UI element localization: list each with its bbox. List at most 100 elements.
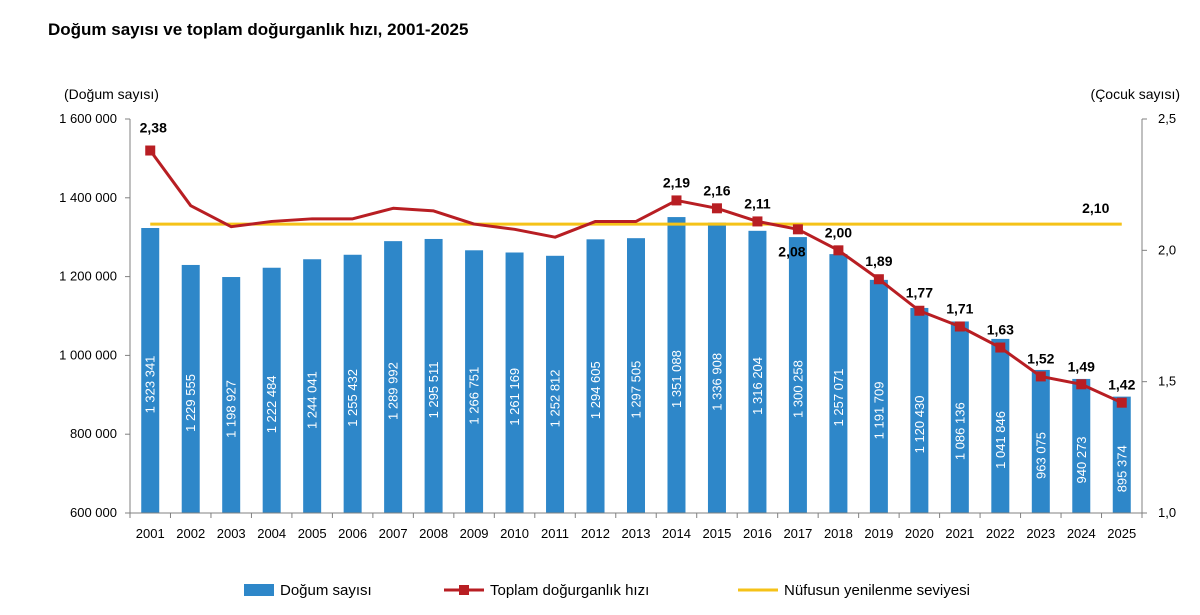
bar-value-label: 895 374 (1114, 445, 1129, 492)
tfr-marker-2020 (914, 305, 925, 316)
bar-2008 (424, 238, 443, 513)
bar-value-label: 1 297 505 (629, 361, 644, 419)
bar-value-label: 1 257 071 (831, 369, 846, 427)
bar-2021 (950, 321, 969, 513)
bar-value-label: 1 300 258 (790, 360, 805, 418)
bar-value-label: 1 323 341 (143, 356, 158, 414)
tfr-marker-2017 (792, 224, 803, 235)
tfr-value-label: 1,63 (987, 322, 1014, 338)
tfr-value-label: 2,19 (663, 174, 690, 190)
bar-value-label: 1 261 169 (507, 368, 522, 426)
x-tick-label: 2005 (298, 526, 327, 541)
x-tick-label: 2015 (702, 526, 731, 541)
y-right-axis-label: (Çocuk sayısı) (1091, 86, 1180, 102)
bar-value-label: 1 351 088 (669, 350, 684, 408)
tfr-marker-2015 (711, 203, 722, 214)
tfr-value-label: 1,42 (1108, 377, 1135, 393)
tfr-value-label: 2,11 (744, 195, 771, 211)
x-tick-label: 2001 (136, 526, 165, 541)
y-right-tick-label: 1,0 (1158, 505, 1176, 520)
legend: Doğum sayısı Toplam doğurganlık hızı Nüfus… (244, 582, 970, 599)
x-tick-label: 2022 (986, 526, 1015, 541)
bar-2016 (748, 230, 767, 514)
x-tick-label: 2004 (257, 526, 286, 541)
bar-value-label: 1 289 992 (386, 362, 401, 420)
bar-value-label: 1 255 432 (345, 369, 360, 427)
y-left-tick-label: 1 000 000 (59, 347, 117, 362)
tfr-marker-2024 (1076, 379, 1087, 390)
bar-value-label: 1 222 484 (264, 375, 279, 433)
y-right-tick-label: 2,0 (1158, 242, 1176, 257)
bar-2007 (384, 241, 403, 513)
x-tick-label: 2009 (460, 526, 489, 541)
bar-value-label: 1 244 041 (305, 371, 320, 429)
y-right-tick-label: 2,5 (1158, 111, 1176, 126)
y-left-tick-label: 800 000 (70, 426, 117, 441)
x-tick-label: 2016 (743, 526, 772, 541)
bar-2025 (1112, 396, 1131, 513)
bar-2009 (465, 250, 484, 513)
bar-2023 (1031, 369, 1050, 513)
y-left-tick-label: 1 600 000 (59, 111, 117, 126)
bars-group: 1 323 341 1 229 555 1 198 927 1 222 484 1 24… (141, 217, 1131, 514)
x-tick-label: 2008 (419, 526, 448, 541)
tfr-value-label: 2,38 (140, 120, 167, 136)
bar-value-label: 1 191 709 (871, 382, 886, 440)
bar-2018 (829, 254, 848, 514)
x-tick-label: 2023 (1026, 526, 1055, 541)
y-left-tick-label: 600 000 (70, 505, 117, 520)
bar-value-label: 963 075 (1033, 432, 1048, 479)
legend-label-tfr: Toplam doğurganlık hızı (490, 582, 649, 599)
x-tick-label: 2010 (500, 526, 529, 541)
chart-title: Doğum sayısı ve toplam doğurganlık hızı,… (48, 20, 469, 39)
tfr-value-label: 2,08 (778, 243, 805, 259)
tfr-marker-2025 (1116, 397, 1127, 408)
axes-group: 600 000 800 000 1 000 000 1 200 000 1 400 00… (59, 111, 1176, 541)
x-tick-label: 2021 (945, 526, 974, 541)
legend-label-replacement: Nüfusun yenilenme seviyesi (784, 582, 970, 599)
tfr-marker-2014 (671, 195, 682, 206)
y-right-tick-label: 1,5 (1158, 374, 1176, 389)
lines-group (145, 145, 1127, 408)
y-left-tick-label: 1 200 000 (59, 269, 117, 284)
bar-2014 (667, 217, 686, 513)
x-tick-label: 2025 (1107, 526, 1136, 541)
tfr-value-label: 1,89 (865, 253, 892, 269)
tfr-marker-2021 (954, 321, 965, 332)
bar-2012 (586, 239, 605, 513)
bar-value-label: 940 273 (1074, 436, 1089, 483)
replacement-level-label: 2,10 (1082, 200, 1109, 216)
bar-2001 (141, 228, 160, 513)
legend-label-births: Doğum sayısı (280, 582, 372, 599)
x-tick-label: 2012 (581, 526, 610, 541)
tfr-value-label: 2,16 (703, 182, 730, 198)
bar-value-label: 1 229 555 (183, 374, 198, 432)
tfr-value-label: 1,49 (1068, 358, 1095, 374)
x-tick-label: 2013 (622, 526, 651, 541)
bar-2015 (707, 222, 726, 513)
bar-2002 (181, 264, 200, 513)
bar-2024 (1072, 378, 1091, 513)
x-tick-label: 2018 (824, 526, 853, 541)
tfr-marker-2018 (833, 245, 844, 256)
y-left-axis-label: (Doğum sayısı) (64, 86, 159, 102)
legend-bar-swatch (244, 584, 274, 596)
bar-value-label: 1 336 908 (709, 353, 724, 411)
x-tick-label: 2017 (783, 526, 812, 541)
x-tick-label: 2019 (864, 526, 893, 541)
bar-value-label: 1 316 204 (750, 357, 765, 415)
bar-value-label: 1 120 430 (912, 396, 927, 454)
bar-2011 (546, 255, 565, 514)
bar-2013 (627, 238, 645, 513)
bar-value-label: 1 266 751 (467, 367, 482, 425)
bar-2004 (262, 267, 281, 513)
bar-2017 (788, 237, 807, 514)
x-tick-label: 2007 (379, 526, 408, 541)
tfr-marker-2023 (1035, 371, 1046, 382)
tfr-marker-2022 (995, 342, 1006, 353)
bar-value-label: 1 294 605 (588, 361, 603, 419)
legend-marker-tfr (459, 585, 469, 595)
x-tick-label: 2014 (662, 526, 691, 541)
bar-value-label: 1 252 812 (548, 369, 563, 427)
